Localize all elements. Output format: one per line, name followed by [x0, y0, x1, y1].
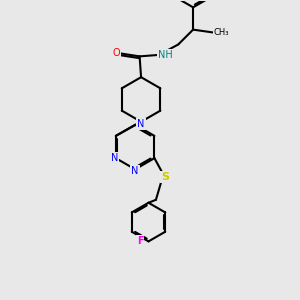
Text: S: S: [161, 172, 169, 182]
Text: F: F: [137, 236, 143, 246]
Text: N: N: [111, 153, 118, 163]
Text: NH: NH: [158, 50, 173, 60]
Text: O: O: [113, 48, 121, 59]
Text: CH₃: CH₃: [214, 28, 229, 37]
Text: N: N: [131, 167, 139, 176]
Text: N: N: [137, 119, 145, 129]
